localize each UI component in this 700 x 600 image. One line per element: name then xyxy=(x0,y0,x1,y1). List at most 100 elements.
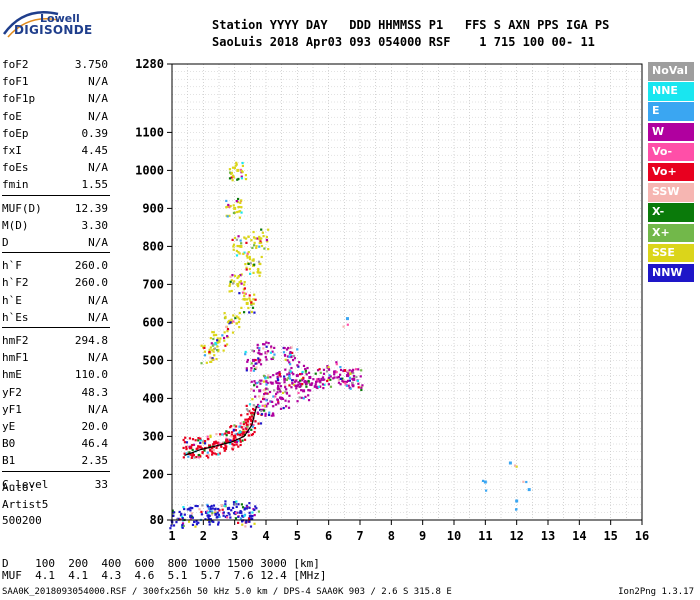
echo-speckle xyxy=(233,511,237,514)
echo-speckle xyxy=(211,510,214,513)
echo-speckle xyxy=(323,383,326,386)
echo-speckle xyxy=(240,169,243,173)
echo-speckle xyxy=(315,380,318,384)
echo-speckle xyxy=(232,243,236,246)
param-key: yE xyxy=(2,420,16,433)
echo-speckle xyxy=(243,281,246,284)
echo-speckle xyxy=(223,504,226,508)
echo-speckle xyxy=(285,392,289,395)
echo-speckle xyxy=(294,384,297,388)
echo-speckle xyxy=(264,356,267,359)
echo-speckle xyxy=(230,318,233,321)
echo-speckle xyxy=(333,373,336,376)
echo-speckle xyxy=(275,381,278,384)
y-tick-label: 200 xyxy=(142,467,164,481)
echo-speckle xyxy=(286,355,290,358)
echo-speckle xyxy=(207,453,210,456)
param-key: foEp xyxy=(2,126,29,140)
echo-speckle xyxy=(223,441,227,444)
echo-speckle xyxy=(252,407,255,411)
echo-speckle xyxy=(215,358,218,361)
echo-speckle xyxy=(267,228,270,231)
electron-density-profile-line xyxy=(184,405,258,456)
echo-speckle xyxy=(240,282,243,285)
echo-speckle xyxy=(347,384,350,387)
echo-speckle xyxy=(237,445,240,448)
echo-speckle xyxy=(234,517,238,520)
echo-speckle xyxy=(237,275,241,278)
echo-speckle xyxy=(300,396,303,399)
echo-speckle xyxy=(227,438,231,441)
echo-speckle xyxy=(323,378,326,381)
echo-speckle xyxy=(191,516,195,519)
echo-speckle xyxy=(213,442,216,445)
echo-speckle xyxy=(226,431,229,434)
echo-speckle xyxy=(210,504,213,508)
echo-speckle xyxy=(270,414,273,417)
echo-speckle xyxy=(255,246,258,250)
echo-speckle xyxy=(224,500,227,503)
echo-speckle xyxy=(240,273,243,276)
echo-speckle xyxy=(222,514,225,517)
param-key: h`F2 xyxy=(2,276,29,290)
echo-speckle xyxy=(231,448,235,451)
echo-point xyxy=(345,317,349,321)
echo-speckle xyxy=(206,437,209,441)
echo-speckle xyxy=(207,456,210,459)
echo-speckle xyxy=(211,507,214,510)
echo-speckle xyxy=(281,391,285,395)
echo-speckle xyxy=(252,298,255,301)
echo-speckle xyxy=(245,408,249,411)
echo-speckle xyxy=(299,379,302,382)
y-tick-label: 600 xyxy=(142,315,164,329)
echo-speckle xyxy=(228,171,232,174)
echo-point xyxy=(483,480,487,484)
echo-speckle xyxy=(238,292,241,295)
echo-speckle xyxy=(209,346,212,349)
echo-speckle xyxy=(264,412,267,415)
echo-speckle xyxy=(247,409,250,412)
echo-speckle xyxy=(203,440,207,443)
echo-speckle xyxy=(206,451,209,454)
echo-speckle xyxy=(218,509,221,512)
param-key: MUF(D) xyxy=(2,201,42,215)
echo-speckle xyxy=(237,515,240,518)
echo-speckle xyxy=(209,434,212,437)
param-row-mufd: MUF(D) 12.39 xyxy=(2,200,108,217)
echo-speckle xyxy=(260,409,263,413)
echo-speckle xyxy=(238,210,242,213)
echo-speckle xyxy=(248,311,251,314)
echo-speckle xyxy=(233,236,237,240)
echo-speckle xyxy=(250,428,253,431)
param-key: hmF2 xyxy=(2,334,29,347)
echo-speckle xyxy=(228,214,231,217)
echo-speckle xyxy=(216,337,219,340)
echo-speckle xyxy=(206,435,209,438)
echo-speckle xyxy=(188,507,191,510)
echo-speckle xyxy=(203,354,207,357)
echo-speckle xyxy=(250,362,253,365)
echo-speckle xyxy=(235,511,238,514)
echo-speckle xyxy=(240,306,243,309)
echo-speckle xyxy=(327,376,331,380)
autoscaling-info: Auto: Artist5 500200 xyxy=(2,480,48,530)
echo-speckle xyxy=(289,363,292,366)
echo-speckle xyxy=(231,431,234,434)
echo-speckle xyxy=(231,274,234,277)
echo-speckle xyxy=(212,343,215,346)
echo-speckle xyxy=(256,381,259,385)
echo-speckle xyxy=(242,425,246,428)
echo-speckle xyxy=(238,252,241,255)
echo-speckle xyxy=(322,372,326,375)
echo-speckle xyxy=(229,321,232,324)
echo-speckle xyxy=(335,363,338,366)
lowell-digisonde-logo: Lowell DIGISONDE xyxy=(0,4,170,40)
echo-speckle xyxy=(288,384,291,387)
echo-speckle xyxy=(223,339,226,342)
echo-speckle xyxy=(179,514,183,517)
echo-speckle xyxy=(195,455,198,459)
param-value: 48.3 xyxy=(81,385,109,399)
echo-speckle xyxy=(211,451,214,455)
echo-point xyxy=(527,488,531,492)
echo-speckle xyxy=(252,423,255,427)
